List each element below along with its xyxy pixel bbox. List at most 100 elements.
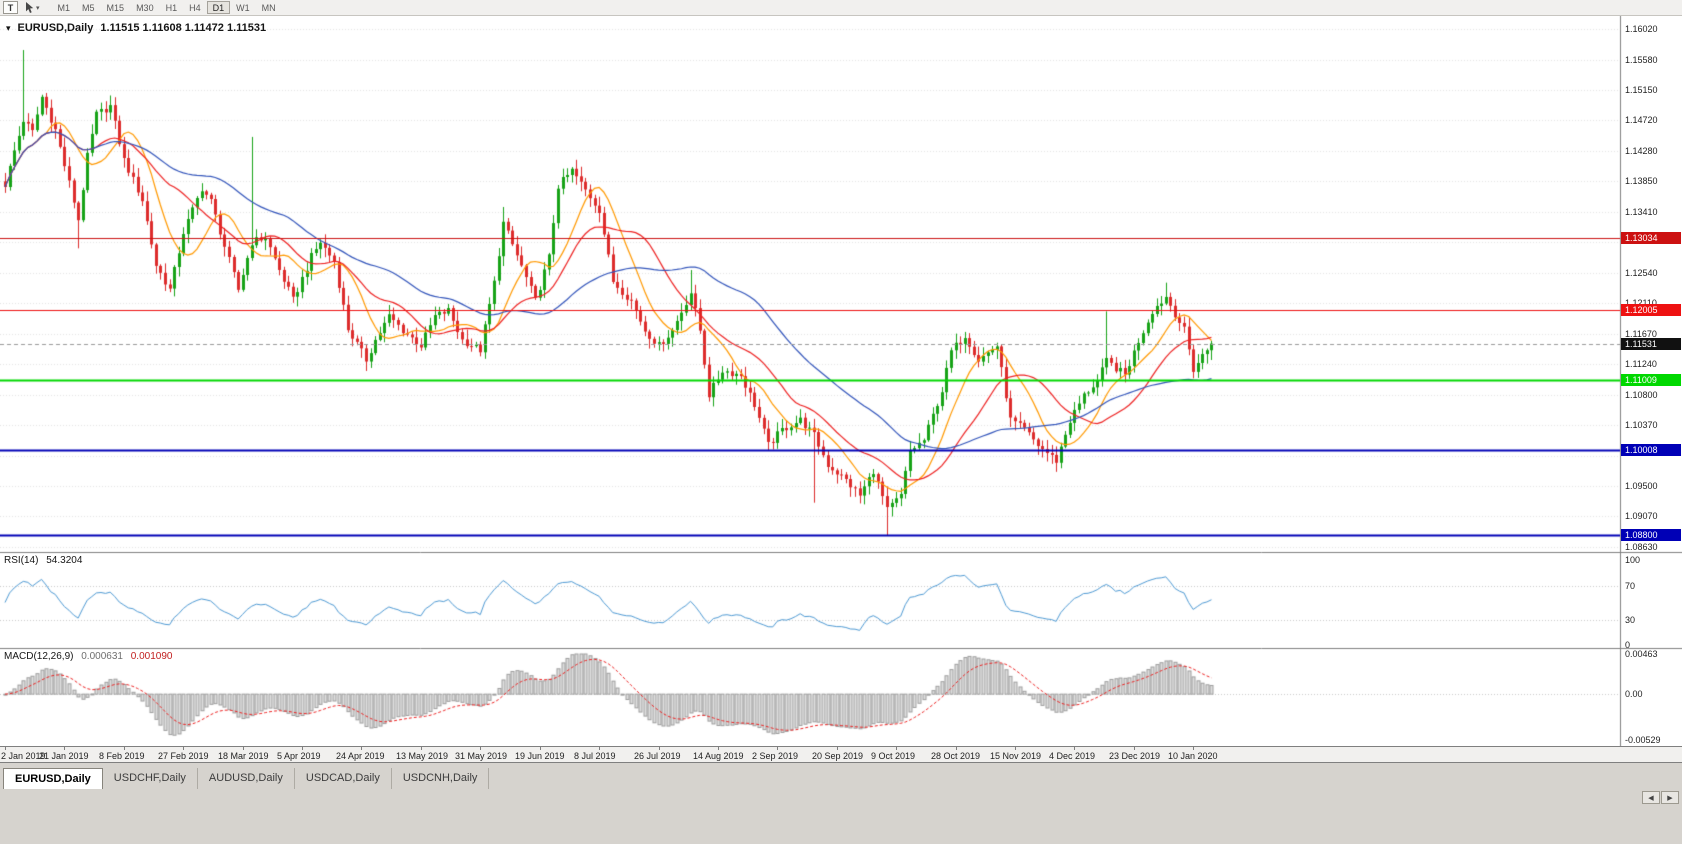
timeframe-group: M1 M5 M15 M30 H1 H4 D1 W1 MN [52,1,282,14]
date-label: 9 Oct 2019 [871,751,916,761]
price-axis-tick: 1.09070 [1625,511,1658,521]
time-axis-tick [659,747,660,750]
date-label: 28 Oct 2019 [931,751,981,761]
time-axis-tick [5,747,6,750]
price-level-badge: 1.11009 [1621,374,1681,386]
date-label: 19 Jun 2019 [515,751,565,761]
symbol-period-label: EURUSD,Daily [17,22,94,34]
time-axis-tick [1193,747,1194,750]
price-axis-tick: 1.10800 [1625,390,1658,400]
timeframe-m1-button[interactable]: M1 [57,2,71,13]
cursor-icon [26,1,34,13]
time-axis-tick [480,747,481,750]
date-label: 8 Feb 2019 [99,751,145,761]
time-axis-tick [896,747,897,750]
date-label: 18 Mar 2019 [218,751,269,761]
price-level-badge: 1.12005 [1621,304,1681,316]
scroll-left-icon: ◀ [1648,794,1654,802]
date-label: 27 Feb 2019 [158,751,209,761]
price-axis-tick: 1.10370 [1625,420,1658,430]
rsi-name: RSI(14) [4,555,39,566]
tab-scroll-left-button[interactable]: ◀ [1642,791,1660,804]
date-label: 14 Aug 2019 [693,751,744,761]
current-price-badge: 1.11531 [1621,338,1681,350]
rsi-value: 54.3204 [46,555,83,566]
price-chart-canvas[interactable] [0,16,1682,746]
date-label: 13 May 2019 [396,751,449,761]
price-axis-tick: 1.14280 [1625,146,1658,156]
time-axis-tick [540,747,541,750]
timeframe-h1-button[interactable]: H1 [165,2,178,13]
date-label: 20 Sep 2019 [812,751,864,761]
tab-usdchf-daily[interactable]: USDCHF,Daily [103,768,198,789]
date-label: 4 Dec 2019 [1049,751,1096,761]
timeframe-m15-button[interactable]: M15 [106,2,125,13]
tab-scroll-right-button[interactable]: ▶ [1661,791,1679,804]
time-axis[interactable]: 2 Jan 2019 21 Jan 2019 8 Feb 2019 27 Feb 20… [0,746,1682,763]
price-axis-tick: 1.12540 [1625,268,1658,278]
time-axis-tick [421,747,422,750]
date-label: 10 Jan 2020 [1168,751,1218,761]
price-axis-tick: 1.14720 [1625,115,1658,125]
timeframe-h4-button[interactable]: H4 [189,2,201,13]
timeframe-w1-button[interactable]: W1 [236,2,250,13]
price-axis-tick: 1.15150 [1625,85,1658,95]
chart-tabs-bar: EURUSD,Daily USDCHF,Daily AUDUSD,Daily U… [0,768,1682,789]
price-axis-tick: 1.08630 [1625,542,1658,552]
rsi-axis-tick: 30 [1625,615,1636,625]
macd-signal-value: 0.001090 [130,651,173,662]
scroll-right-icon: ▶ [1667,794,1673,802]
time-axis-tick [183,747,184,750]
date-label: 31 May 2019 [455,751,508,761]
price-axis-tick: 1.13850 [1625,176,1658,186]
rsi-axis-tick: 100 [1625,555,1641,565]
price-level-badge: 1.08800 [1621,529,1681,541]
date-label: 21 Jan 2019 [39,751,89,761]
macd-name: MACD(12,26,9) [4,651,74,662]
tab-eurusd-daily[interactable]: EURUSD,Daily [3,768,103,789]
chevron-down-icon: ▾ [36,4,40,12]
tab-usdcad-daily[interactable]: USDCAD,Daily [295,768,392,789]
timeframe-m5-button[interactable]: M5 [82,2,95,13]
time-axis-tick [599,747,600,750]
date-label: 5 Apr 2019 [277,751,321,761]
price-axis-tick: 1.15580 [1625,55,1658,65]
rsi-indicator-label: RSI(14) 54.3204 [4,555,82,566]
time-axis-tick [718,747,719,750]
time-axis-tick [124,747,125,750]
time-axis-tick [361,747,362,750]
timeframe-m30-button[interactable]: M30 [136,2,154,13]
chart-toolbar: T ▾ M1 M5 M15 M30 H1 H4 D1 W1 MN [0,0,1682,16]
time-axis-tick [64,747,65,750]
ohlc-values: 1.11515 1.11608 1.11472 1.11531 [100,22,267,34]
text-tool-button[interactable]: T [3,1,18,14]
date-label: 2 Sep 2019 [752,751,799,761]
macd-indicator-label: MACD(12,26,9) 0.000631 0.001090 [4,651,172,662]
price-axis-tick: 1.12110 [1625,298,1657,308]
crosshair-tool-button[interactable]: ▾ [21,1,43,15]
macd-axis-tick: 0.00 [1625,689,1643,699]
time-axis-tick [837,747,838,750]
time-axis-tick [777,747,778,750]
one-click-trading-toggle-icon[interactable]: ▾ [6,22,11,33]
tab-usdcnh-daily[interactable]: USDCNH,Daily [392,768,490,789]
date-label: 23 Dec 2019 [1109,751,1161,761]
time-axis-tick [1015,747,1016,750]
time-axis-tick [302,747,303,750]
date-label: 26 Jul 2019 [634,751,681,761]
time-axis-tick [1134,747,1135,750]
price-axis-tick: 1.11670 [1625,329,1657,339]
date-label: 2 Jan 2019 [1,751,46,761]
rsi-axis-tick: 70 [1625,581,1636,591]
timeframe-mn-button[interactable]: MN [261,2,276,13]
price-axis-tick: 1.16020 [1625,24,1658,34]
macd-main-value: 0.000631 [81,651,123,662]
macd-axis-tick: 0.00463 [1625,649,1658,659]
timeframe-d1-button[interactable]: D1 [206,1,231,14]
tab-audusd-daily[interactable]: AUDUSD,Daily [198,768,295,789]
time-axis-tick [1074,747,1075,750]
chart-title: ▾ EURUSD,Daily 1.11515 1.11608 1.11472 1… [6,22,266,34]
time-axis-tick [956,747,957,750]
time-axis-tick [243,747,244,750]
